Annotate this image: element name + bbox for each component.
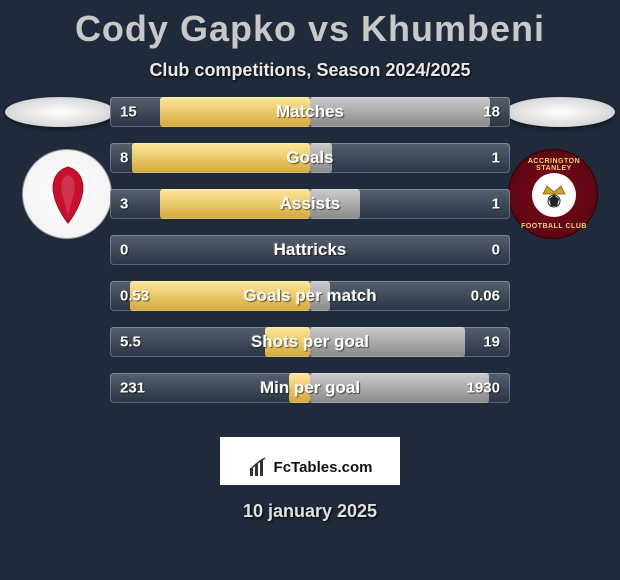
stat-rows: Matches 15 18 Goals 8 1 Assists 3 1 Hattricks 0 0 Go… — [110, 97, 510, 403]
bar-left — [132, 143, 310, 173]
stat-value-left: 0.53 — [120, 288, 149, 305]
stat-row: Goals 8 1 — [110, 143, 510, 173]
bar-chart-icon — [248, 456, 270, 478]
stat-value-left: 0 — [120, 242, 128, 259]
stat-value-left: 8 — [120, 150, 128, 167]
comparison-arena: ACCRINGTON STANLEY FOOTBALL CLUB Matches… — [0, 97, 620, 437]
stat-row: Goals per match 0.53 0.06 — [110, 281, 510, 311]
stat-label: Assists — [280, 194, 340, 214]
stat-label: Goals per match — [243, 286, 376, 306]
club-badge-right-bot-text: FOOTBALL CLUB — [509, 223, 599, 230]
stat-value-right: 1 — [492, 196, 500, 213]
stat-row: Shots per goal 5.5 19 — [110, 327, 510, 357]
date-line: 10 january 2025 — [0, 501, 620, 522]
site-attribution: FcTables.com — [220, 449, 400, 485]
stat-value-right: 19 — [483, 334, 500, 351]
stat-value-left: 15 — [120, 104, 137, 121]
club-badge-left — [22, 149, 112, 239]
player-left-halo — [5, 97, 115, 127]
stat-label: Hattricks — [274, 240, 347, 260]
liverbird-icon — [45, 165, 91, 225]
stat-value-right: 0.06 — [471, 288, 500, 305]
club-badge-right-center — [532, 173, 576, 217]
subtitle: Club competitions, Season 2024/2025 — [0, 60, 620, 81]
stat-value-left: 5.5 — [120, 334, 141, 351]
stat-label: Goals — [286, 148, 333, 168]
stat-row: Hattricks 0 0 — [110, 235, 510, 265]
stat-value-right: 1930 — [467, 380, 500, 397]
title-player-right: Khumbeni — [361, 8, 545, 49]
stat-value-right: 18 — [483, 104, 500, 121]
stat-row: Min per goal 231 1930 — [110, 373, 510, 403]
stat-row: Assists 3 1 — [110, 189, 510, 219]
title-player-left: Cody Gapko — [75, 8, 297, 49]
page-title: Cody Gapko vs Khumbeni — [0, 0, 620, 50]
stat-label: Matches — [276, 102, 344, 122]
crown-ball-icon — [539, 180, 569, 210]
title-vs: vs — [308, 8, 350, 49]
stat-label: Shots per goal — [251, 332, 369, 352]
stat-value-right: 1 — [492, 150, 500, 167]
stat-value-left: 3 — [120, 196, 128, 213]
club-badge-right-top-text: ACCRINGTON STANLEY — [509, 158, 599, 172]
track-rest-right — [310, 143, 510, 173]
player-right-halo — [505, 97, 615, 127]
stat-value-right: 0 — [492, 242, 500, 259]
stat-label: Min per goal — [260, 378, 360, 398]
stat-value-left: 231 — [120, 380, 145, 397]
site-name: FcTables.com — [274, 459, 373, 476]
stat-row: Matches 15 18 — [110, 97, 510, 127]
club-badge-right: ACCRINGTON STANLEY FOOTBALL CLUB — [508, 149, 598, 239]
